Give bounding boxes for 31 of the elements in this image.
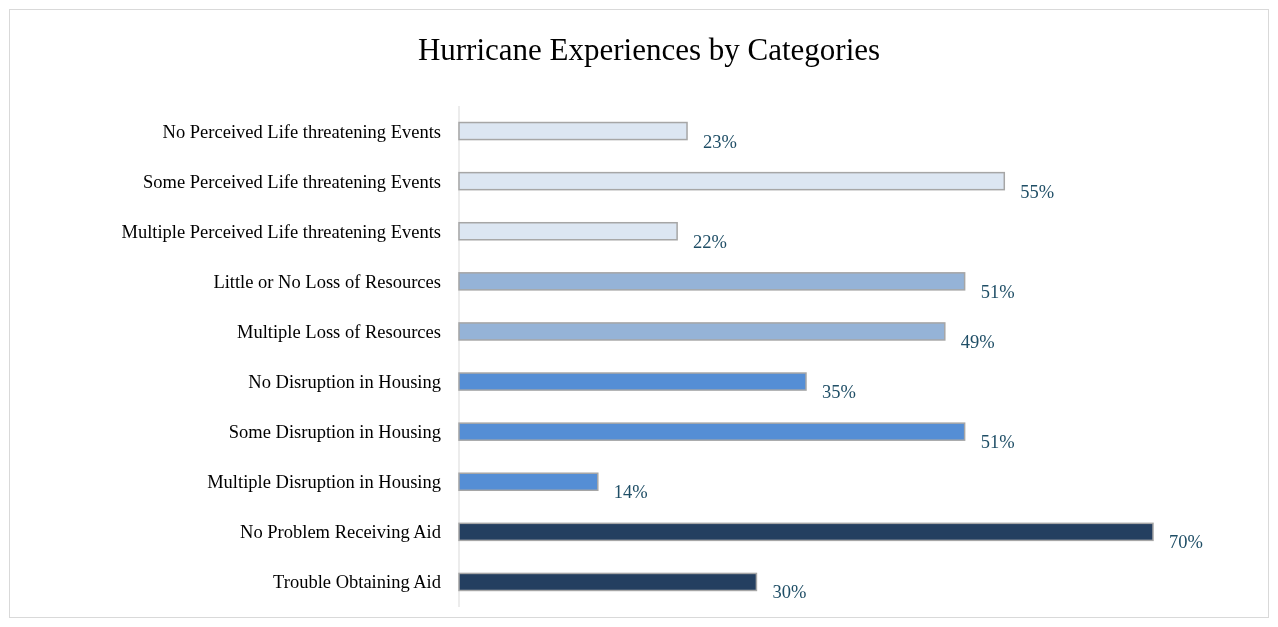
data-label: 35%	[822, 382, 856, 403]
y-tick-label: No Problem Receiving Aid	[240, 522, 442, 543]
data-label: 49%	[960, 331, 995, 352]
data-label: 51%	[980, 432, 1015, 453]
bar	[458, 171, 1006, 191]
data-label: 30%	[772, 582, 807, 603]
bar	[458, 322, 946, 341]
chart-title: Hurricane Experiences by Categories	[417, 32, 881, 67]
bar	[458, 572, 758, 592]
y-tick-label: No Perceived Life threatening Events	[162, 121, 441, 142]
bar	[458, 372, 807, 391]
y-tick-label: Multiple Disruption in Housing	[207, 472, 441, 493]
y-tick-label: Multiple Loss of Resources	[237, 321, 441, 342]
bar	[458, 422, 966, 441]
data-label: 55%	[1020, 181, 1055, 202]
y-tick-label: Little or No Loss of Resources	[213, 271, 441, 292]
bar	[458, 522, 1154, 542]
bar	[458, 472, 599, 492]
y-tick-label: Some Disruption in Housing	[228, 422, 441, 443]
y-tick-label: Some Perceived Life threatening Events	[143, 171, 441, 192]
bar	[458, 221, 678, 241]
y-tick-label: Trouble Obtaining Aid	[273, 572, 442, 593]
data-label: 22%	[693, 231, 728, 252]
data-label: 70%	[1169, 532, 1203, 553]
y-tick-label: Multiple Perceived Life threatening Events	[121, 221, 441, 242]
data-label: 14%	[613, 482, 648, 503]
data-label: 23%	[703, 131, 737, 152]
bar	[458, 121, 688, 141]
y-tick-label: No Disruption in Housing	[248, 372, 441, 393]
bar	[458, 272, 966, 291]
data-label: 51%	[980, 281, 1015, 302]
